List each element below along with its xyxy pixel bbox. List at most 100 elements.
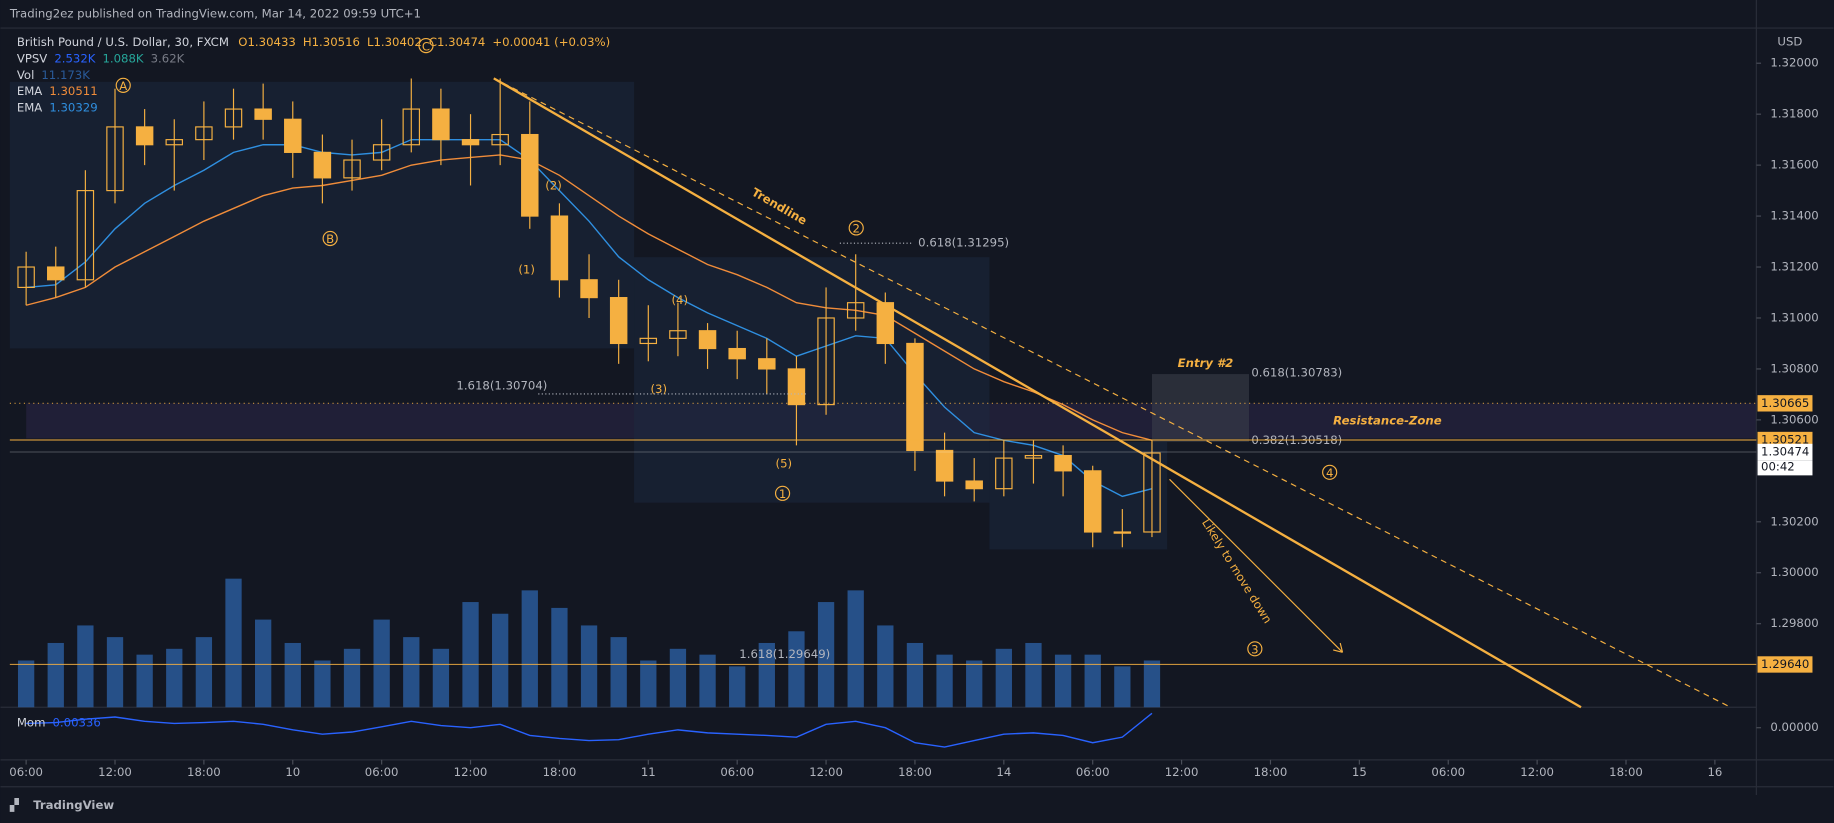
volume-bar	[77, 625, 94, 708]
wave-label: (5)	[776, 457, 793, 471]
x-tick-label: 06:00	[1076, 765, 1110, 779]
candle-body	[284, 118, 302, 153]
ohlc: O1.30433	[238, 35, 296, 49]
candle-body	[17, 266, 35, 288]
candle-body	[195, 126, 213, 141]
trendline	[493, 77, 1582, 709]
volume-bar	[1025, 642, 1042, 708]
volume-bar	[758, 642, 775, 708]
circle	[322, 230, 338, 247]
legend: VPSV 2.532K 1.088K 3.62K	[17, 51, 185, 65]
indicator-name: EMA	[17, 84, 42, 98]
y-tick-label: 1.30000	[1770, 565, 1818, 579]
candle-body	[372, 144, 391, 161]
x-tick-label: 18:00	[1254, 765, 1288, 779]
candle-body	[106, 126, 124, 192]
arrow	[1169, 478, 1343, 653]
volume-bar	[166, 648, 183, 708]
legend: EMA 1.30329	[17, 100, 98, 114]
y-tick-label: 1.30600	[1770, 412, 1818, 426]
volume-bar	[699, 654, 716, 708]
volume-bar	[106, 637, 124, 708]
candle-body	[698, 330, 717, 350]
indicator-value: 2.532K	[54, 51, 95, 65]
candle-body	[876, 302, 895, 345]
x-tick-label: 12:00	[1520, 765, 1554, 779]
x-tick-label: 12:00	[809, 765, 843, 779]
wave-label: (2)	[545, 178, 562, 192]
logo: ▞	[9, 798, 20, 812]
price-label: 1.30521	[1761, 433, 1809, 447]
x-tick-label: 18:00	[898, 765, 932, 779]
countdown: 00:42	[1761, 460, 1795, 474]
volume-bar	[906, 642, 924, 708]
volume-bar	[521, 590, 538, 708]
price-label-bg	[1757, 395, 1813, 412]
volume-bar	[551, 607, 568, 708]
legend: Mom 0.00336	[17, 715, 101, 729]
profile-box	[634, 257, 990, 503]
legend: British Pound / U.S. Dollar, 30, FXCM O1.…	[17, 35, 610, 49]
volume-bar	[847, 590, 864, 708]
ohlc: H1.30516	[303, 35, 360, 49]
price-label: 1.30665	[1761, 396, 1809, 410]
indicator-value: 0.00336	[52, 715, 100, 729]
x-tick-label: 10	[285, 765, 300, 779]
x-tick-label: 12:00	[1165, 765, 1199, 779]
x-tick-label: 06:00	[720, 765, 754, 779]
annotation: Entry #2	[1178, 356, 1234, 370]
indicator-name: Vol	[17, 67, 35, 81]
candle-body	[521, 133, 539, 217]
circled-label: 1	[779, 487, 786, 501]
price-label-bg	[1757, 443, 1813, 461]
circled-label: B	[326, 232, 334, 246]
x-tick-label: 12:00	[98, 765, 132, 779]
x-tick-label: 06:00	[1431, 765, 1465, 779]
plot	[17, 78, 1161, 748]
candle-body	[1054, 454, 1072, 472]
x-tick-label: 15	[1352, 765, 1367, 779]
x-tick-label: 18:00	[1609, 765, 1643, 779]
volume-bar	[1114, 666, 1131, 708]
fib-label: 0.618(1.30783)	[1251, 365, 1342, 379]
published: Trading2ez published on TradingView.com,…	[9, 7, 421, 21]
volume-bar	[817, 602, 835, 708]
candle-body	[995, 457, 1013, 490]
circle	[418, 37, 434, 54]
ohlc: +0.00041 (+0.03%)	[492, 35, 610, 49]
entry-box	[1151, 374, 1250, 442]
arrow-head	[1333, 642, 1344, 653]
footer: TradingView	[33, 798, 114, 812]
volume-bar	[284, 642, 301, 708]
y-tick-label: 1.30200	[1770, 514, 1818, 528]
momentum-line	[26, 712, 1153, 748]
x-tick-label: 06:00	[9, 765, 43, 779]
ohlc: C1.30474	[429, 35, 486, 49]
wave-label: (4)	[672, 293, 689, 307]
y-tick-label: 1.31200	[1770, 260, 1818, 274]
volume-bar	[729, 666, 746, 708]
candle-body	[787, 368, 806, 406]
circled-labels: A B C 1 2 3 4	[115, 37, 1338, 656]
ema-line	[26, 138, 1153, 498]
volume-bar	[1054, 654, 1072, 708]
volume-bar	[225, 578, 242, 708]
volume-bar	[1143, 660, 1161, 708]
candle-body	[135, 126, 154, 146]
circle	[848, 220, 864, 236]
volume-bar	[432, 648, 450, 708]
volume-bar	[136, 654, 153, 708]
candle-body	[343, 159, 361, 179]
volume-bar	[966, 660, 983, 708]
circled-label: A	[119, 79, 127, 93]
price-label: 1.30474	[1761, 444, 1809, 458]
profile-box	[9, 81, 635, 349]
price-label: 1.29640	[1761, 657, 1809, 671]
countdown-bg	[1757, 460, 1813, 476]
x-tick-label: 12:00	[454, 765, 488, 779]
volume-bar	[788, 631, 805, 708]
volume-bar	[314, 660, 331, 708]
candle-body	[639, 337, 658, 345]
candle-body	[758, 358, 776, 370]
circle	[774, 485, 791, 501]
